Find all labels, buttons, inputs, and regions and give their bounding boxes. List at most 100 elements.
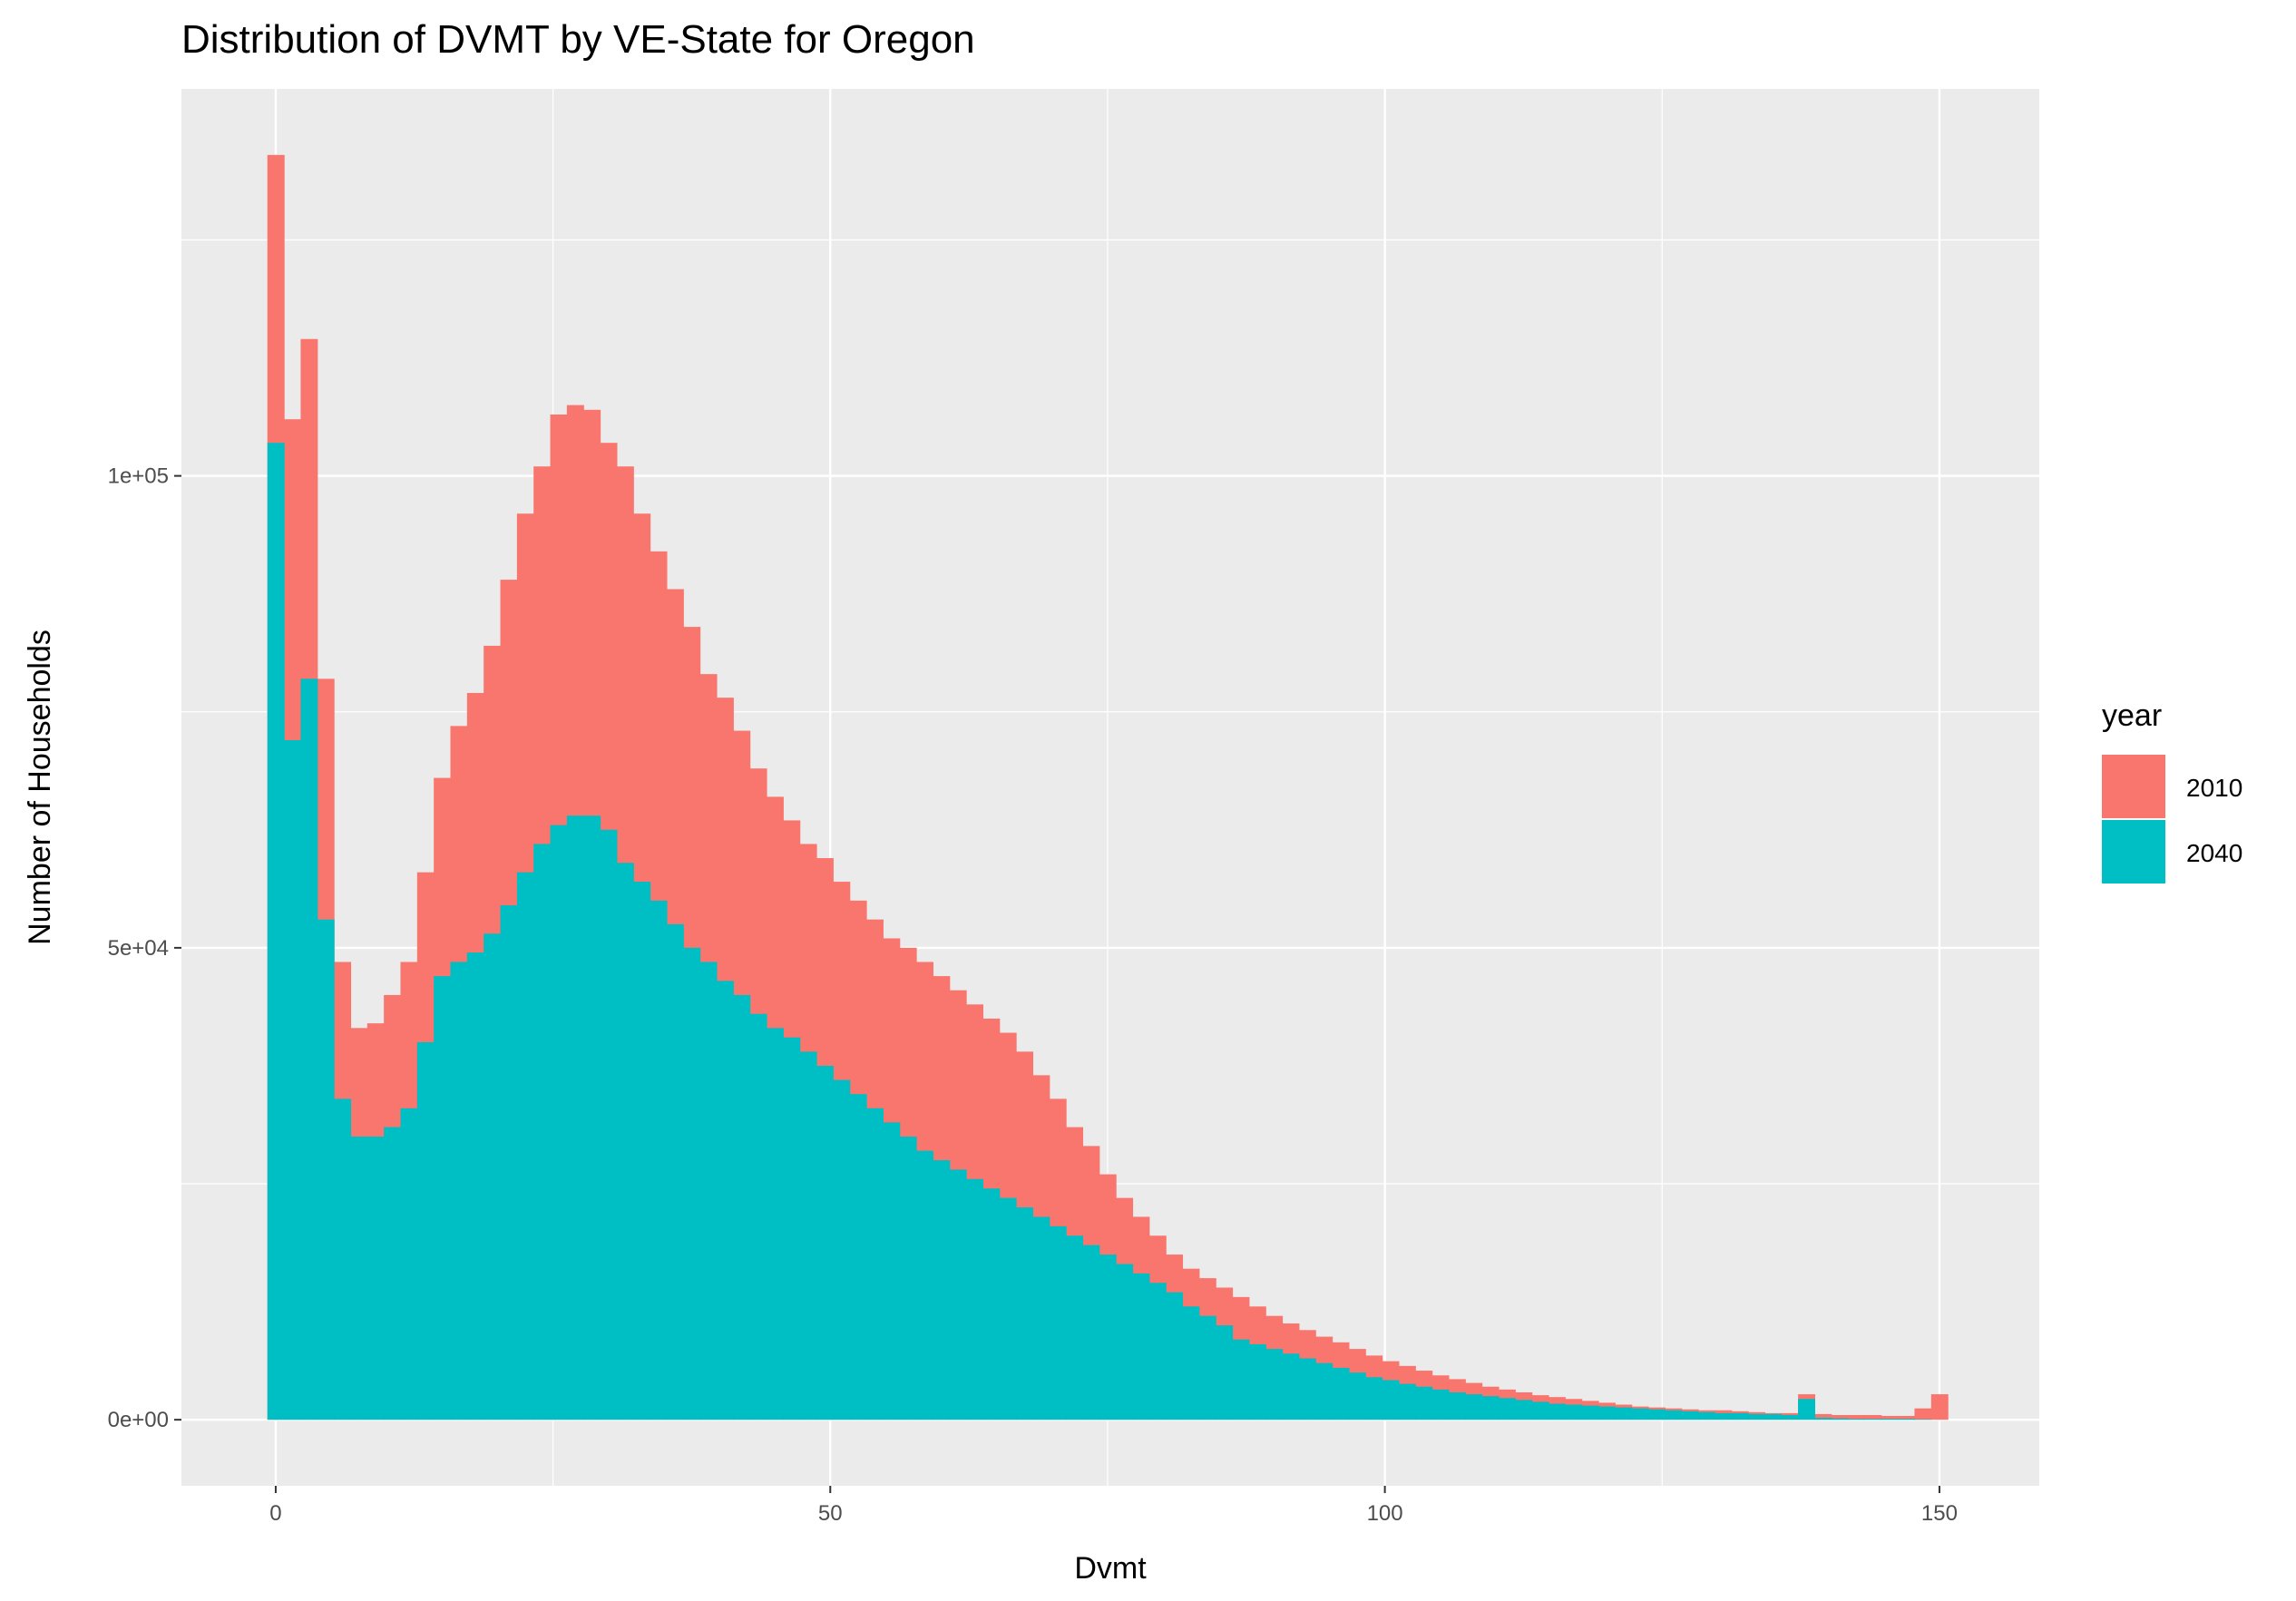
histogram-bar [566, 815, 584, 1420]
histogram-bar [1665, 1410, 1683, 1420]
histogram-bar [1631, 1408, 1649, 1420]
histogram-bar [866, 1108, 884, 1420]
histogram-bar [1166, 1292, 1184, 1420]
histogram-bar [1049, 1225, 1067, 1420]
x-axis-ticks: 0 50 100 150 [269, 1486, 1958, 1526]
histogram-bar [533, 844, 552, 1420]
histogram-bar [1132, 1273, 1150, 1420]
histogram-bar [899, 1137, 917, 1420]
histogram-bar [1182, 1306, 1200, 1420]
histogram-bar [1515, 1400, 1533, 1420]
histogram-bar [1265, 1349, 1284, 1420]
histogram-bar [366, 1137, 385, 1420]
y-axis-ticks: 0e+00 5e+04 1e+05 [108, 464, 181, 1432]
histogram-bar [766, 1028, 784, 1420]
series-2040-bars [267, 443, 1932, 1420]
histogram-bar [1597, 1406, 1616, 1420]
legend: year 2010 2040 [2102, 698, 2242, 883]
y-tick-label: 5e+04 [108, 936, 169, 961]
histogram-bar [434, 976, 452, 1420]
legend-swatch-2040 [2102, 820, 2165, 883]
histogram-bar [1565, 1404, 1583, 1420]
histogram-bar [1848, 1419, 1866, 1420]
histogram-bar [949, 1169, 967, 1420]
histogram-bar [1298, 1358, 1316, 1420]
histogram-bar [450, 962, 468, 1420]
histogram-bar [583, 815, 601, 1420]
y-tick-label: 0e+00 [108, 1408, 169, 1432]
histogram-bar [799, 1051, 817, 1420]
histogram-bar [1581, 1405, 1599, 1420]
chart-title: Distribution of DVMT by VE-State for Ore… [181, 17, 975, 62]
histogram-bar [350, 1137, 368, 1420]
histogram-bar [1382, 1380, 1400, 1420]
histogram-bar [284, 739, 302, 1420]
histogram-bar [1764, 1413, 1783, 1420]
legend-title: year [2102, 698, 2162, 733]
histogram-bar [1531, 1401, 1549, 1420]
histogram-bar [1016, 1207, 1034, 1420]
histogram-bar [1930, 1394, 1949, 1420]
histogram-bar [516, 872, 534, 1420]
x-axis-title: Dvmt [1074, 1551, 1147, 1586]
histogram-bar [1814, 1418, 1832, 1420]
histogram-bar [633, 882, 651, 1420]
histogram-bar [933, 1160, 951, 1420]
histogram-bar [999, 1197, 1017, 1420]
histogram-bar [317, 919, 335, 1420]
histogram-bar [1332, 1367, 1350, 1420]
histogram-bar [500, 905, 518, 1420]
histogram-bar [267, 443, 285, 1420]
histogram-bar [1248, 1343, 1266, 1420]
histogram-bar [1315, 1362, 1334, 1420]
y-axis-title: Number of Households [23, 630, 57, 945]
histogram-bar [1066, 1235, 1084, 1420]
histogram-bar [466, 952, 484, 1420]
x-tick-label: 0 [269, 1501, 281, 1526]
histogram-bar [600, 829, 618, 1420]
histogram-bar [783, 1037, 801, 1420]
histogram-bar [1481, 1396, 1500, 1420]
histogram-bar [416, 1041, 435, 1420]
histogram-bar [1814, 1413, 1832, 1420]
histogram-bar [1216, 1325, 1234, 1420]
histogram-bar [616, 863, 634, 1420]
histogram-bar [1914, 1408, 1932, 1420]
histogram-bar [1398, 1383, 1416, 1420]
histogram-bar [1831, 1418, 1849, 1420]
x-tick-label: 50 [818, 1501, 843, 1526]
histogram-bar [1831, 1414, 1849, 1420]
histogram-bar [1681, 1411, 1699, 1420]
legend-label-2010: 2010 [2186, 774, 2242, 802]
histogram-bar [1864, 1414, 1882, 1420]
histogram-bar [384, 1127, 402, 1420]
histogram-bar [1032, 1216, 1050, 1420]
histogram-bar [733, 994, 751, 1420]
x-tick-label: 100 [1367, 1501, 1403, 1526]
histogram-bar [833, 1079, 851, 1420]
histogram-bar [1448, 1391, 1466, 1420]
histogram-bar [1864, 1419, 1882, 1420]
histogram-bar [1365, 1377, 1383, 1420]
histogram-bar [1282, 1353, 1300, 1420]
histogram-bar [1748, 1413, 1765, 1420]
histogram-bar [550, 825, 568, 1420]
histogram-bar [484, 933, 502, 1420]
histogram-bar [1348, 1372, 1366, 1420]
histogram-bar [1798, 1399, 1816, 1420]
histogram-bar [334, 1098, 352, 1420]
histogram-bar [1898, 1419, 1916, 1420]
histogram-bar [683, 947, 701, 1420]
histogram-bar [400, 1108, 418, 1420]
histogram-bar [1648, 1409, 1666, 1420]
histogram-bar [849, 1094, 867, 1420]
histogram-bar [883, 1122, 901, 1420]
histogram-bar [1415, 1386, 1433, 1420]
histogram-bar [749, 1013, 767, 1420]
histogram-bar [1715, 1412, 1733, 1420]
histogram-bar [1698, 1411, 1715, 1420]
legend-label-2040: 2040 [2186, 839, 2242, 867]
y-tick-label: 1e+05 [108, 464, 169, 489]
histogram-bar [1498, 1398, 1516, 1420]
